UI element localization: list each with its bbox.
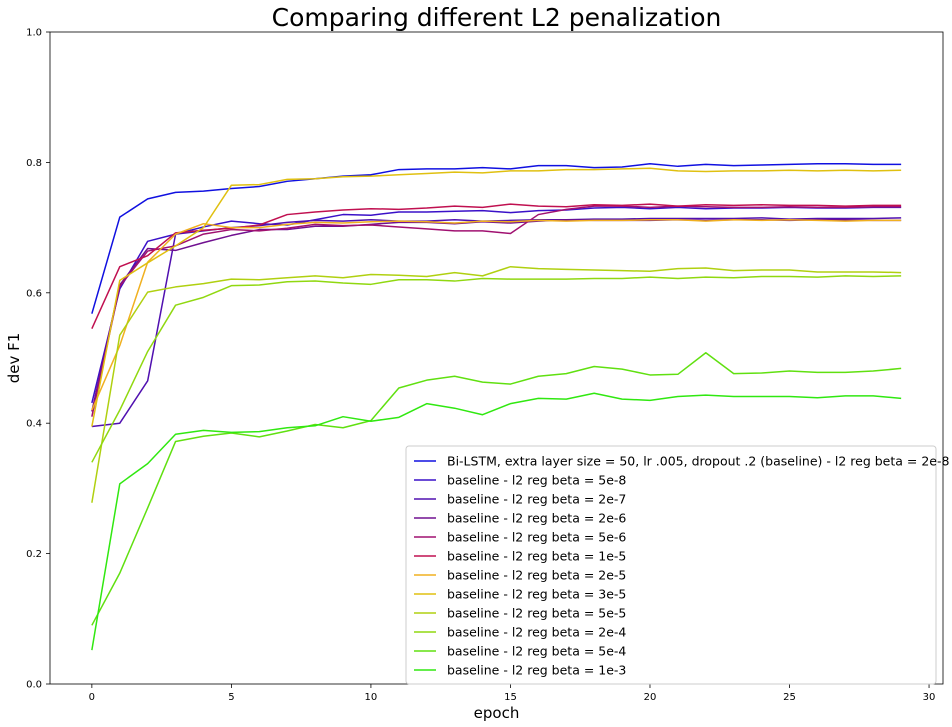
y-tick-label: 0.0 xyxy=(26,680,42,691)
y-axis-label: dev F1 xyxy=(5,333,23,384)
series-line-2 xyxy=(91,217,902,428)
series-line-4 xyxy=(91,205,902,417)
x-tick-label: 20 xyxy=(644,692,657,703)
legend-entry: baseline - l2 reg beta = 1e-5 xyxy=(447,549,626,564)
legend-entry: baseline - l2 reg beta = 2e-4 xyxy=(447,625,626,640)
x-axis: 0 5 10 15 20 25 30 xyxy=(89,684,936,703)
y-axis: 0.0 0.2 0.4 0.6 0.8 1.0 xyxy=(26,28,50,691)
legend-entry: baseline - l2 reg beta = 5e-8 xyxy=(447,473,626,488)
legend-entry: baseline - l2 reg beta = 1e-3 xyxy=(447,663,626,678)
legend-entry: baseline - l2 reg beta = 2e-7 xyxy=(447,492,626,507)
series-line-6 xyxy=(91,219,902,411)
y-tick-label: 0.4 xyxy=(26,419,42,430)
legend-entry: baseline - l2 reg beta = 5e-4 xyxy=(447,644,626,659)
x-tick-label: 5 xyxy=(228,692,234,703)
x-tick-label: 30 xyxy=(923,692,936,703)
y-tick-label: 1.0 xyxy=(26,28,42,39)
series-lines xyxy=(91,162,902,651)
series-line-7 xyxy=(91,167,902,427)
series-line-11 xyxy=(91,392,902,651)
x-axis-label: epoch xyxy=(474,704,520,722)
series-line-8 xyxy=(91,265,902,503)
series-line-9 xyxy=(91,275,902,463)
y-tick-label: 0.8 xyxy=(26,158,42,169)
legend-entry: baseline - l2 reg beta = 5e-6 xyxy=(447,530,626,545)
y-tick-label: 0.6 xyxy=(26,288,42,299)
legend-box xyxy=(405,445,937,685)
chart-title: Comparing different L2 penalization xyxy=(272,3,722,32)
legend-entry: baseline - l2 reg beta = 3e-5 xyxy=(447,587,626,602)
x-tick-label: 15 xyxy=(504,692,517,703)
legend: Bi-LSTM, extra layer size = 50, lr .005,… xyxy=(405,445,949,685)
legend-entry: baseline - l2 reg beta = 2e-5 xyxy=(447,568,626,583)
y-tick-label: 0.2 xyxy=(26,549,42,560)
x-tick-label: 25 xyxy=(783,692,796,703)
legend-entry: baseline - l2 reg beta = 5e-5 xyxy=(447,606,626,621)
series-line-1 xyxy=(91,206,902,404)
series-line-0 xyxy=(91,162,902,314)
legend-entry: baseline - l2 reg beta = 2e-6 xyxy=(447,511,626,526)
legend-entry: Bi-LSTM, extra layer size = 50, lr .005,… xyxy=(447,454,949,469)
series-line-10 xyxy=(91,352,902,626)
series-line-5 xyxy=(91,203,902,329)
x-tick-label: 10 xyxy=(365,692,378,703)
x-tick-label: 0 xyxy=(89,692,95,703)
